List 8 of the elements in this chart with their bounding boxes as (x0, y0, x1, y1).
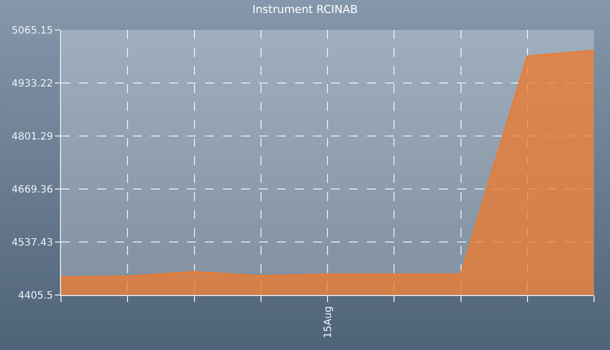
x-tick-label: 15Aug (322, 306, 334, 338)
y-tick-label: 4405.5 (18, 290, 53, 302)
y-tick-label: 5065.15 (12, 26, 53, 36)
y-tick-label: 4669.36 (12, 184, 53, 196)
chart-title: Instrument RCINAB (252, 2, 358, 16)
y-tick-label: 4801.29 (12, 132, 53, 142)
y-tick-label: 4933.22 (12, 78, 53, 90)
y-tick-label: 4537.43 (12, 238, 53, 248)
